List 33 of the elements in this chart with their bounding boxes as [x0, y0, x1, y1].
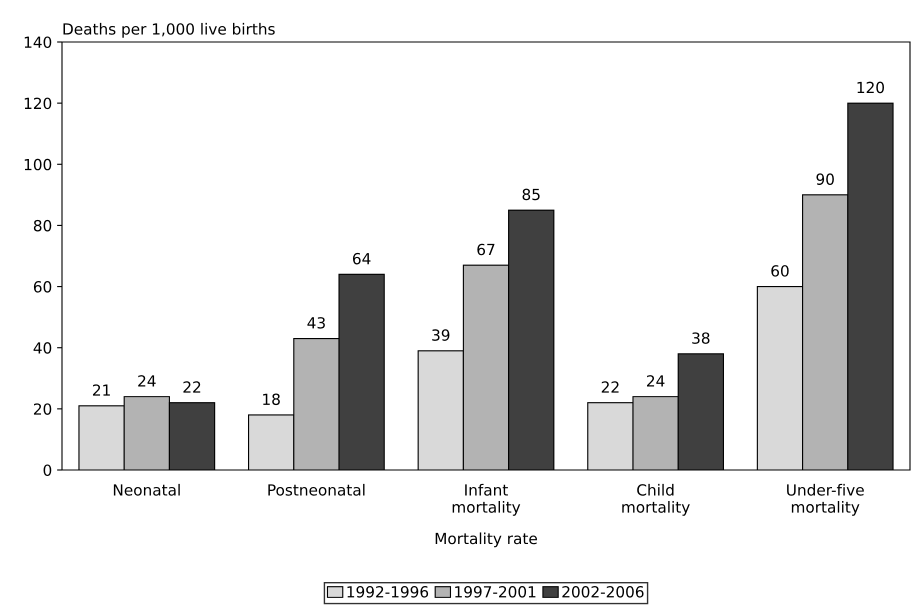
data-label: 85: [522, 188, 540, 200]
y-tick-label: 0: [44, 464, 52, 476]
y-tick-label: 120: [24, 98, 52, 110]
data-label: 18: [263, 394, 280, 406]
legend-label: 2002-2006: [562, 586, 644, 598]
data-label: 90: [816, 173, 834, 185]
data-label: 24: [647, 375, 664, 387]
y-axis-title: Deaths per 1,000 live births: [64, 22, 275, 38]
y-tick-label: 20: [34, 403, 52, 415]
x-tick-label: Infant mortality: [452, 484, 520, 516]
legend-label: 1992-1996: [347, 586, 428, 598]
x-tick-label: Neonatal: [114, 484, 180, 496]
data-label: 21: [92, 384, 110, 396]
data-label: 120: [858, 82, 884, 94]
x-tick-label: Postneonatal: [268, 484, 364, 496]
x-axis-title: Mortality rate: [436, 532, 537, 548]
y-tick-label: 60: [34, 281, 52, 293]
data-label: 64: [352, 252, 370, 264]
data-label: 67: [477, 244, 494, 256]
data-label: 24: [138, 375, 156, 387]
x-tick-label: Child mortality: [622, 484, 690, 516]
y-tick-label: 40: [34, 342, 52, 354]
data-label: 60: [771, 265, 789, 277]
data-label: 39: [432, 329, 450, 341]
x-tick-label: Under-five mortality: [787, 484, 864, 516]
y-tick-label: 80: [34, 220, 52, 232]
y-tick-label: 140: [24, 36, 52, 48]
data-label: 43: [307, 317, 325, 329]
legend-label: 1997-2001: [455, 586, 536, 598]
data-label: 22: [183, 381, 200, 393]
data-label: 22: [602, 381, 619, 393]
data-label: 38: [692, 332, 710, 344]
y-tick-label: 100: [24, 158, 52, 170]
